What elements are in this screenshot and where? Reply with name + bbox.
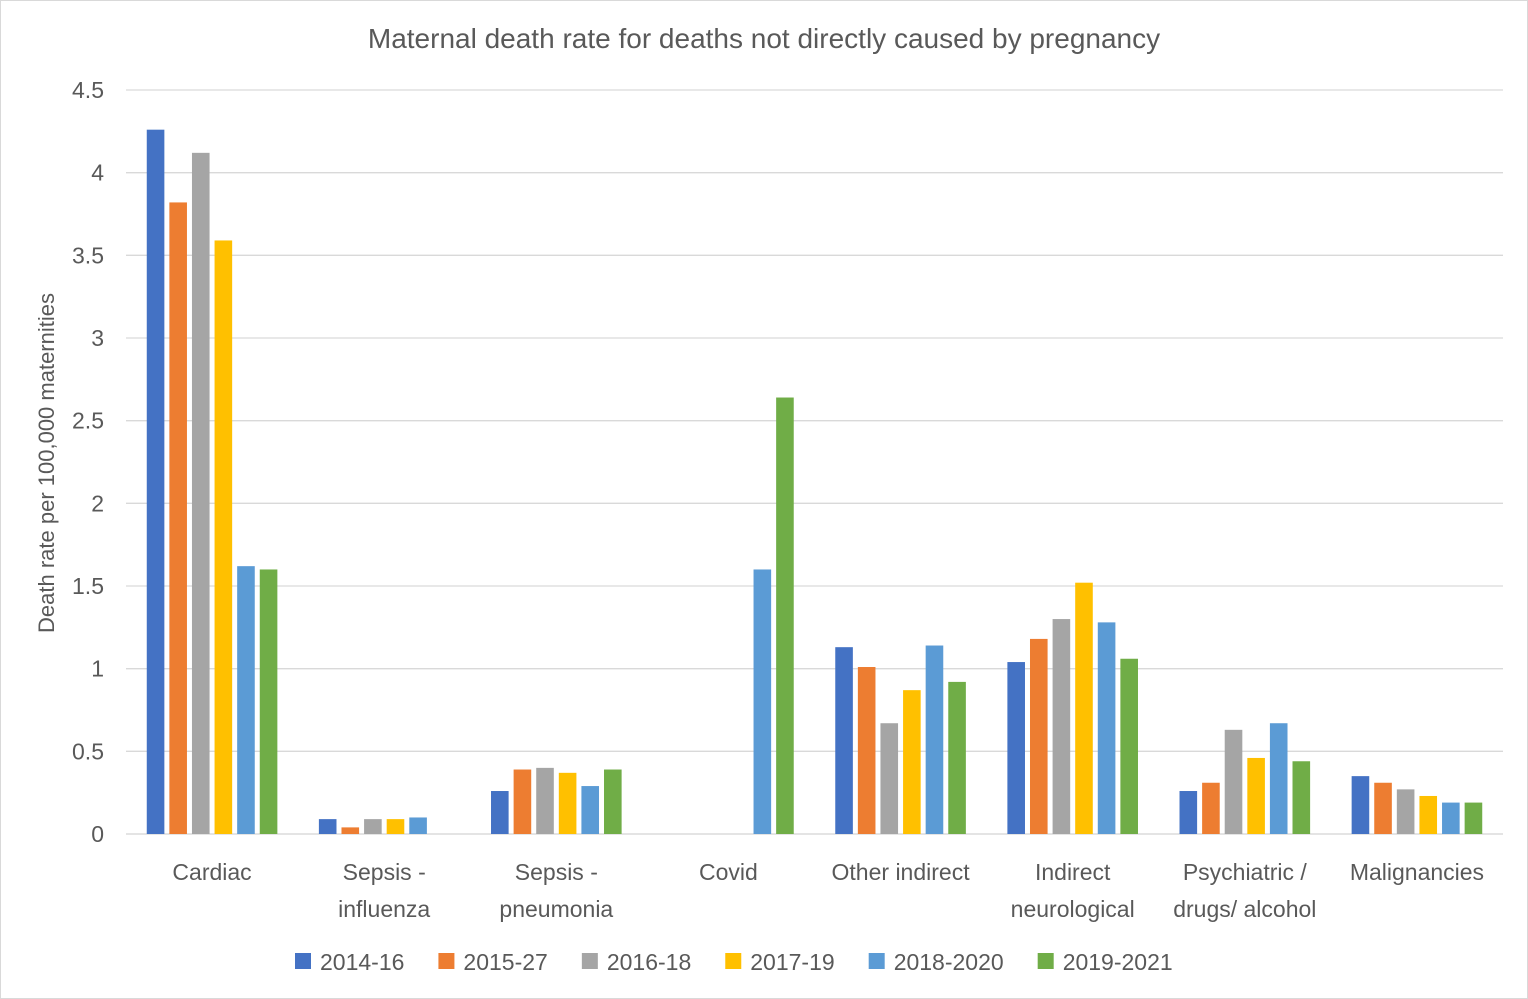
bar: [341, 827, 360, 834]
bar: [1464, 802, 1483, 834]
legend: 2014-16 2015-27 2016-18 2017-19 2018-2020 201…: [295, 949, 1173, 975]
legend-label: 2018-2020: [894, 949, 1004, 975]
bar: [1179, 791, 1198, 834]
bar: [604, 769, 622, 834]
bar: [1097, 622, 1116, 834]
y-axis-title: Death rate per 100,000 maternities: [34, 293, 59, 633]
x-tick-label: pneumonia: [499, 896, 613, 922]
bar: [857, 667, 876, 834]
bar: [259, 569, 278, 834]
y-tick-label: 2: [91, 490, 104, 516]
legend-item: 2019-2021: [1037, 949, 1173, 975]
y-tick-label: 0: [91, 821, 104, 847]
bar: [1052, 619, 1071, 834]
x-axis-ticks: Cardiac Sepsis - influenza Sepsis - pneumoni…: [172, 859, 1484, 922]
x-tick-label: influenza: [338, 896, 430, 922]
x-tick-label: neurological: [1011, 896, 1135, 922]
bar: [1202, 782, 1220, 834]
bar: [146, 129, 165, 834]
legend-label: 2017-19: [750, 949, 834, 975]
legend-label: 2019-2021: [1063, 949, 1173, 975]
x-tick-label: Sepsis -: [343, 859, 426, 885]
bar: [1007, 662, 1025, 834]
x-tick-label: Sepsis -: [515, 859, 598, 885]
bar: [880, 723, 899, 834]
bar: [903, 690, 921, 834]
x-tick-label: Psychiatric /: [1183, 859, 1308, 885]
bar: [1396, 789, 1415, 834]
legend-swatch: [725, 953, 742, 969]
legend-label: 2015-27: [463, 949, 547, 975]
bar: [1247, 757, 1265, 834]
legend-swatch: [295, 953, 311, 969]
bar: [386, 819, 405, 834]
legend-item: 2018-2020: [868, 949, 1004, 975]
legend-swatch: [868, 953, 885, 969]
bar: [1442, 802, 1460, 834]
y-tick-label: 1.5: [72, 573, 104, 599]
bar: [776, 397, 794, 834]
gridlines: [126, 89, 1503, 835]
x-tick-label: drugs/ alcohol: [1173, 896, 1316, 922]
bar: [169, 202, 187, 835]
bar: [581, 786, 600, 834]
legend-label: 2016-18: [607, 949, 691, 975]
x-tick-label: Cardiac: [172, 859, 251, 885]
y-tick-label: 0.5: [72, 738, 104, 764]
y-tick-label: 1: [91, 656, 104, 682]
bar: [753, 569, 772, 834]
x-tick-label: Covid: [699, 859, 758, 885]
legend-swatch: [438, 953, 455, 969]
bar: [558, 772, 577, 834]
y-tick-label: 3: [91, 325, 104, 351]
bar: [1224, 729, 1243, 834]
bar: [1120, 658, 1138, 834]
bar: [1075, 582, 1093, 834]
legend-swatch: [581, 953, 598, 969]
bar: [513, 769, 532, 834]
legend-swatch: [1037, 953, 1054, 969]
bar: [318, 819, 337, 834]
bar: [1269, 723, 1288, 834]
bar: [1351, 776, 1370, 834]
bar: [1292, 761, 1311, 834]
bar: [1374, 782, 1392, 834]
bar: [409, 817, 427, 834]
y-tick-label: 4: [91, 160, 104, 186]
bars: [146, 129, 1483, 835]
bar: [925, 645, 944, 834]
bar: [536, 767, 554, 834]
bar: [1419, 795, 1438, 834]
bar: [364, 819, 382, 834]
legend-item: 2016-18: [581, 949, 691, 975]
bar: [214, 240, 233, 834]
x-tick-label: Indirect: [1035, 859, 1111, 885]
bar: [1029, 638, 1048, 834]
bar: [191, 152, 210, 834]
chart-title: Maternal death rate for deaths not direc…: [368, 23, 1160, 54]
x-tick-label: Other indirect: [832, 859, 971, 885]
legend-item: 2014-16: [295, 949, 404, 975]
x-tick-label: Malignancies: [1350, 859, 1484, 885]
y-axis-ticks: 0 0.5 1 1.5 2 2.5 3 3.5 4 4.5: [72, 77, 104, 847]
y-tick-label: 4.5: [72, 77, 104, 103]
legend-item: 2017-19: [725, 949, 835, 975]
legend-label: 2014-16: [320, 949, 404, 975]
legend-item: 2015-27: [438, 949, 548, 975]
bar: [491, 791, 509, 834]
y-tick-label: 3.5: [72, 242, 104, 268]
bar: [237, 566, 255, 834]
bar: [835, 647, 853, 834]
bar: [948, 681, 966, 834]
y-tick-label: 2.5: [72, 408, 104, 434]
